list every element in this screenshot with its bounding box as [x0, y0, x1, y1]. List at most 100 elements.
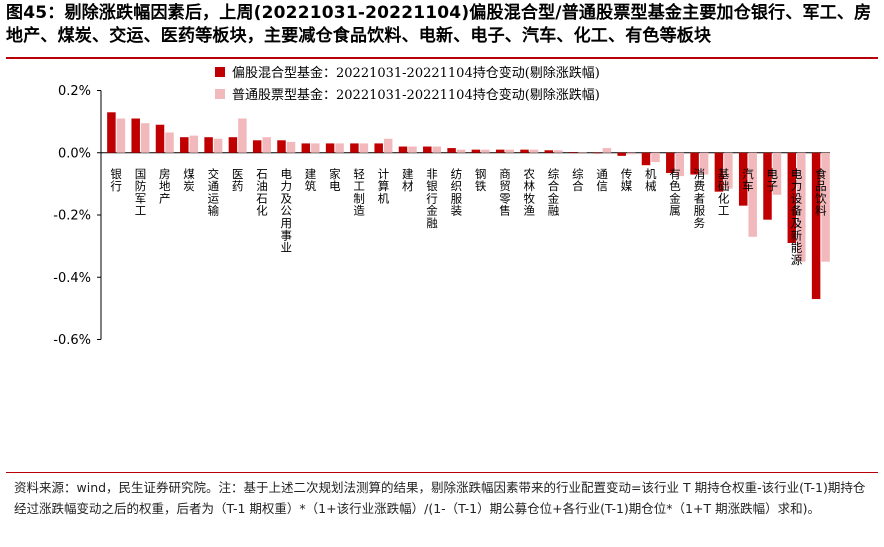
footer-divider [6, 472, 878, 473]
bar-mixed-fund [495, 149, 505, 153]
category-label: 食品饮料 [815, 167, 827, 218]
category-label: 电力及公用事业 [281, 167, 293, 255]
bar-stock-fund [213, 138, 223, 153]
y-tick-label: -0.2% [53, 209, 91, 224]
bar-stock-fund [286, 141, 296, 153]
category-label: 农林牧渔 [524, 167, 536, 218]
bar-stock-fund [675, 152, 685, 177]
bar-stock-fund [651, 152, 660, 163]
bar-stock-fund [432, 146, 442, 153]
category-label: 国防军工 [135, 167, 147, 218]
bar-mixed-fund [471, 149, 481, 153]
bar-stock-fund [626, 152, 636, 155]
bar-stock-fund [359, 143, 369, 153]
category-label: 汽车 [742, 167, 754, 193]
category-label: 综合金融 [548, 167, 560, 218]
y-tick-label: -0.4% [53, 271, 91, 286]
bar-mixed-fund [738, 152, 748, 206]
category-label: 交通运输 [208, 167, 220, 218]
bar-stock-fund [189, 135, 199, 153]
bar-mixed-fund [520, 149, 529, 153]
category-label: 建材 [402, 167, 414, 193]
bar-mixed-fund [544, 150, 554, 153]
title-divider [6, 57, 878, 59]
bar-stock-fund [311, 143, 320, 153]
bar-mixed-fund [641, 152, 651, 166]
legend-label: 偏股混合型基金：20221031-20221104持仓变动(剔除涨跌幅) [232, 65, 600, 81]
bar-mixed-fund [374, 143, 383, 153]
source-note: 资料来源：wind，民生证券研究院。注：基于上述二次规划法测算的结果，剔除涨跌幅… [14, 480, 866, 516]
bar-mixed-fund [131, 118, 140, 153]
category-label: 通信 [596, 167, 608, 193]
bar-mixed-fund [277, 140, 286, 153]
bar-mixed-fund [568, 152, 578, 153]
bar-mixed-fund [666, 152, 675, 173]
bar-mixed-fund [325, 143, 335, 153]
bar-mixed-fund [763, 152, 772, 220]
bar-stock-fund [748, 152, 757, 237]
bar-mixed-fund [617, 152, 626, 156]
category-label: 商贸零售 [499, 167, 511, 218]
legend-label: 普通股票型基金：20221031-20221104持仓变动(剔除涨跌幅) [232, 87, 600, 103]
bar-stock-fund [335, 143, 344, 153]
bar-mixed-fund [180, 137, 189, 153]
bar-mixed-fund [252, 140, 262, 153]
category-label: 家电 [329, 167, 341, 193]
category-label: 电子 [767, 167, 779, 193]
bar-stock-fund [505, 149, 514, 153]
bar-stock-fund [529, 149, 539, 153]
bar-stock-fund [797, 152, 806, 262]
bar-stock-fund [140, 123, 150, 153]
bar-mixed-fund [787, 152, 797, 244]
bar-stock-fund [724, 152, 733, 189]
bar-stock-fund [602, 148, 612, 153]
category-label: 医药 [232, 167, 244, 193]
category-label: 电力设备及新能源 [791, 167, 803, 267]
bar-mixed-fund [714, 152, 724, 192]
category-label: 纺织服装 [451, 167, 463, 218]
bar-stock-fund [481, 149, 490, 153]
bar-mixed-fund [107, 112, 116, 153]
bar-stock-fund [116, 118, 126, 153]
category-label: 轻工制造 [353, 167, 365, 218]
category-label: 有色金属 [669, 167, 681, 218]
bar-stock-fund [554, 150, 563, 153]
bar-mixed-fund [204, 137, 213, 153]
category-label: 传媒 [621, 167, 633, 193]
category-label: 煤炭 [183, 167, 195, 193]
bar-stock-fund [772, 152, 782, 195]
bar-stock-fund [262, 137, 271, 153]
bar-stock-fund [699, 152, 709, 175]
bar-stock-fund [578, 152, 587, 153]
bar-stock-fund [238, 118, 247, 153]
bar-mixed-fund [447, 148, 456, 153]
category-label: 钢铁 [475, 167, 487, 193]
bar-mixed-fund [423, 146, 432, 153]
category-label: 综合 [572, 167, 584, 193]
chart-title: 图45：剔除涨跌幅因素后，上周(20221031-20221104)偏股混合型/… [6, 3, 872, 46]
bar-mixed-fund [301, 143, 311, 153]
category-label: 计算机 [378, 167, 390, 206]
bar-stock-fund [165, 132, 174, 153]
bar-mixed-fund [811, 152, 821, 300]
bar-stock-fund [821, 152, 830, 262]
bar-stock-fund [456, 149, 466, 153]
y-tick-label: 0.0% [58, 146, 91, 161]
bar-mixed-fund [398, 146, 408, 153]
bar-mixed-fund [155, 124, 165, 153]
y-tick-label: 0.2% [58, 84, 91, 99]
category-label: 机械 [645, 167, 657, 193]
category-label: 建筑 [305, 167, 317, 193]
bar-stock-fund [383, 138, 393, 153]
category-label: 非银行金融 [426, 167, 438, 230]
category-label: 房地产 [159, 167, 171, 206]
bar-stock-fund [408, 146, 417, 153]
category-label: 银行 [110, 167, 122, 193]
bar-mixed-fund [690, 152, 699, 175]
category-label: 消费者服务 [694, 167, 706, 230]
bar-mixed-fund [593, 152, 602, 154]
bar-mixed-fund [228, 137, 238, 153]
y-tick-label: -0.6% [53, 333, 91, 348]
legend-swatch [215, 67, 225, 77]
